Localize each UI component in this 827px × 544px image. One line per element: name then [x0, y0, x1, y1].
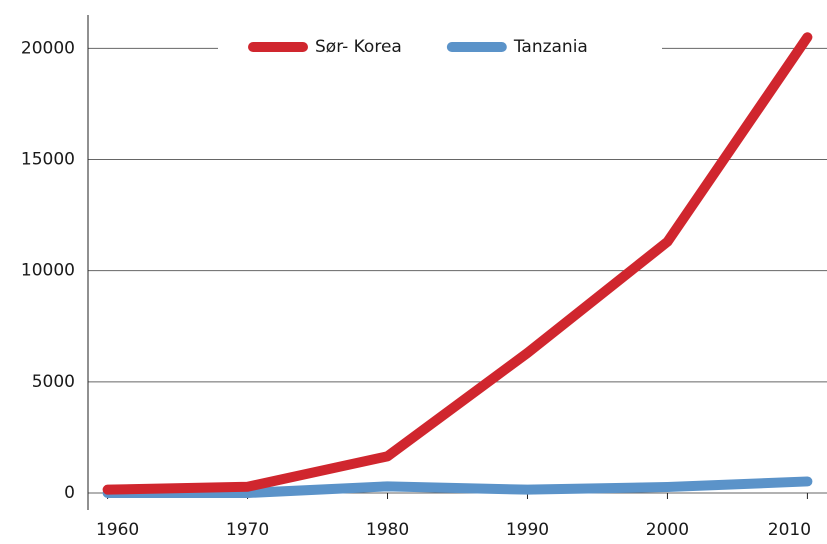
- series-line: [102, 32, 813, 495]
- x-tick-label: 1970: [226, 520, 269, 540]
- x-tick-label: 2010: [768, 520, 811, 540]
- series-line: [102, 476, 813, 498]
- x-tick-label: 1980: [366, 520, 409, 540]
- legend-label: Sør- Korea: [315, 37, 402, 57]
- x-tick-label: 2000: [646, 520, 689, 540]
- y-tick-label: 15000: [21, 150, 75, 170]
- y-tick-label: 10000: [21, 261, 75, 281]
- x-tick-label: 1990: [506, 520, 549, 540]
- x-tick-label: 1960: [96, 520, 139, 540]
- legend-label: Tanzania: [513, 37, 588, 57]
- y-tick-label: 20000: [21, 38, 75, 58]
- y-tick-label: 5000: [32, 372, 75, 392]
- y-tick-label: 0: [64, 483, 75, 503]
